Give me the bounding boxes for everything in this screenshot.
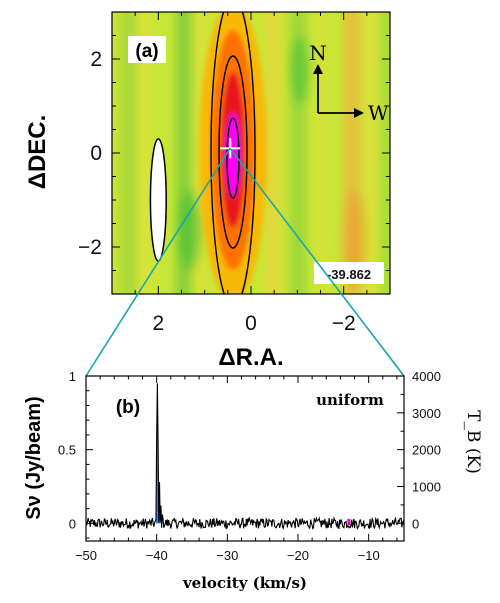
map-y-tick-labels: 2 0 −2 <box>78 48 102 259</box>
spectrum-x-axis-title: velocity (km/s) <box>182 574 307 592</box>
contour-inner <box>226 117 240 199</box>
map-x-tick-labels: 2 0 −2 <box>152 312 355 335</box>
spectrum-y-tick-label: 0.5 <box>58 443 76 458</box>
spectrum-y-axis-title: Sν (Jy/beam) <box>23 396 45 519</box>
spectrum-right-tick-label: 2000 <box>412 443 441 458</box>
spectrum-series <box>85 383 405 531</box>
panel-a-label-box <box>128 36 166 63</box>
spectrum-right-tick-label: 3000 <box>412 406 441 421</box>
map-y-axis-title: ΔDEC. <box>24 115 51 190</box>
spectrum-marker <box>347 518 351 526</box>
spectrum-right-tick-labels: 0 1000 2000 3000 4000 <box>412 369 441 531</box>
spectrum-x-tick-label: −30 <box>216 548 238 563</box>
map-y-tick-label: 0 <box>90 142 102 165</box>
contour-middle <box>218 55 248 249</box>
spectrum-x-tick-label: −50 <box>75 548 97 563</box>
spectrum-right-axis-title: T_B (K) <box>463 410 483 474</box>
zoom-line-left <box>85 147 231 377</box>
spectrum-y-tick-label: 1 <box>69 369 76 384</box>
spectrum-y-tick-label: 0 <box>69 516 76 531</box>
spectrum-x-tick-labels: −50 −40 −30 −20 −10 <box>75 548 380 563</box>
spectrum-frame <box>85 375 405 542</box>
panel-b-label: (b) <box>116 397 140 418</box>
spectrum-panel: (b) uniform −50 −40 −30 −20 −10 00.51 010002… <box>23 369 483 592</box>
compass-north: N <box>309 41 327 65</box>
map-panel: (a) N W -39.862 2 0 −2 2 0 −2 ΔR.A. ΔDEC. <box>24 11 391 371</box>
zoom-connectors <box>85 147 405 377</box>
map-y-tick-label: −2 <box>78 236 102 259</box>
spectrum-right-tick-label: 1000 <box>412 479 441 494</box>
velocity-label-box <box>314 262 384 284</box>
map-y-tick-label: 2 <box>90 48 102 71</box>
compass: N W <box>309 41 389 125</box>
velocity-label: -39.862 <box>327 267 371 282</box>
contour-outer <box>210 12 256 294</box>
contours <box>210 12 256 294</box>
map-texture <box>120 12 390 294</box>
spectrum-annotation: uniform <box>316 391 384 409</box>
panel-a-label: (a) <box>135 41 158 62</box>
map-x-axis-title: ΔR.A. <box>218 344 283 371</box>
map-ticks <box>111 11 391 295</box>
spectrum-x-tick-label: −40 <box>146 548 168 563</box>
map-x-tick-label: −2 <box>332 312 356 335</box>
spectrum-right-tick-label: 4000 <box>412 369 441 384</box>
map-image <box>112 12 390 294</box>
spectrum-right-tick-label: 0 <box>412 516 419 531</box>
spectrum-x-tick-label: −20 <box>287 548 309 563</box>
spectrum-x-tick-label: −10 <box>358 548 380 563</box>
spectrum-marker-mark <box>347 518 351 526</box>
map-x-tick-label: 0 <box>245 312 257 335</box>
compass-west: W <box>368 101 389 125</box>
spectrum-y-tick-labels: 00.51 <box>58 369 76 531</box>
map-x-tick-label: 2 <box>152 312 164 335</box>
spectrum-ticks <box>85 375 404 541</box>
zoom-line-right <box>229 147 405 377</box>
beam-ellipse <box>149 138 167 262</box>
